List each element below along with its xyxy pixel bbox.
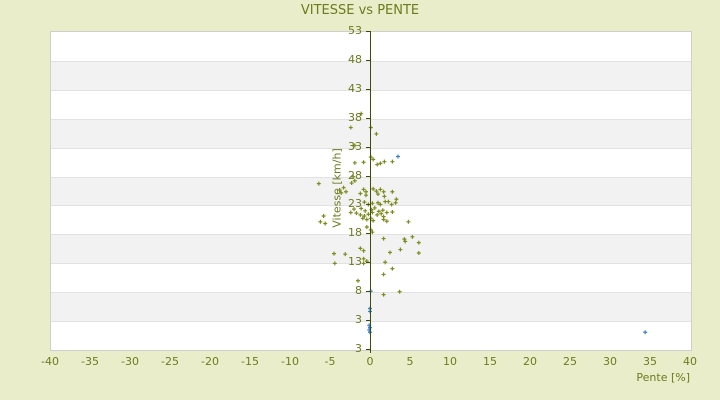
y-tick-label: 38	[348, 111, 362, 124]
plot-band-white	[51, 321, 691, 351]
plot-area	[50, 31, 692, 351]
y-tick-label: 48	[348, 53, 362, 66]
x-tick-label: 15	[483, 355, 497, 368]
y-axis-tick	[366, 31, 371, 32]
y-axis-tick	[366, 176, 371, 177]
y-axis-tick	[366, 291, 371, 292]
y-axis-tick	[366, 233, 371, 234]
plot-band-white	[51, 32, 691, 61]
x-tick-label: -30	[121, 355, 139, 368]
y-axis-tick	[366, 60, 371, 61]
plot-band-gray	[51, 234, 691, 264]
y-axis-tick	[366, 349, 371, 350]
x-tick-label: 5	[406, 355, 414, 368]
y-axis-tick	[366, 147, 371, 148]
zero-axis-line	[370, 31, 371, 353]
x-tick-label: -10	[281, 355, 299, 368]
y-tick-label: 3	[355, 342, 362, 355]
y-tick-label: 3	[355, 313, 362, 326]
plot-band-gray	[51, 119, 691, 149]
x-tick-label: -40	[41, 355, 59, 368]
y-axis-tick	[366, 262, 371, 263]
plot-band-white	[51, 205, 691, 235]
x-tick-label: -5	[324, 355, 336, 368]
plot-band-white	[51, 148, 691, 178]
chart-title: VITESSE vs PENTE	[300, 3, 420, 18]
x-tick-label: 20	[523, 355, 537, 368]
plot-band-white	[51, 263, 691, 293]
y-tick-label: 28	[348, 169, 362, 182]
y-axis-tick	[366, 320, 371, 321]
y-tick-label: 13	[348, 255, 362, 268]
y-axis-tick	[366, 118, 371, 119]
x-tick-label: -25	[161, 355, 179, 368]
y-axis-tick	[366, 89, 371, 90]
y-axis-title: Vitesse [km/h]	[330, 148, 344, 228]
y-tick-label: 18	[348, 226, 362, 239]
plot-band-gray	[51, 61, 691, 91]
y-tick-label: 33	[348, 140, 362, 153]
x-tick-label: 25	[563, 355, 577, 368]
x-tick-label: 35	[643, 355, 657, 368]
x-tick-label: 30	[603, 355, 617, 368]
plot-band-gray	[51, 292, 691, 322]
plot-band-gray	[51, 177, 691, 206]
x-tick-label: -15	[241, 355, 259, 368]
x-tick-label: 0	[366, 355, 374, 368]
y-axis-tick	[366, 204, 371, 205]
x-axis-title: Pente [%]	[636, 371, 690, 384]
y-tick-label: 53	[348, 24, 362, 37]
x-tick-label: 40	[683, 355, 697, 368]
plot-band-white	[51, 90, 691, 120]
y-tick-label: 43	[348, 82, 362, 95]
y-tick-label: 8	[355, 284, 362, 297]
x-tick-label: 10	[443, 355, 457, 368]
x-tick-label: -20	[201, 355, 219, 368]
x-tick-label: -35	[81, 355, 99, 368]
y-tick-label: 23	[348, 197, 362, 210]
